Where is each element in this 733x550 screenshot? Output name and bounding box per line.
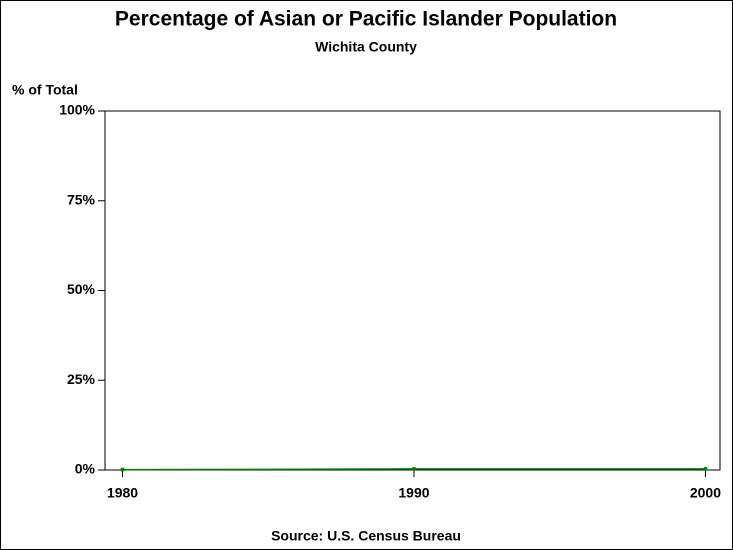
data-point	[411, 466, 416, 471]
x-tick-label: 1980	[107, 485, 138, 501]
x-tick-label: 1990	[398, 485, 429, 501]
chart-title: Percentage of Asian or Pacific Islander …	[115, 8, 617, 31]
y-tick-label: 75%	[67, 191, 96, 207]
y-tick-label: 50%	[67, 281, 96, 297]
y-axis-label: % of Total	[12, 82, 78, 98]
y-tick-label: 0%	[75, 461, 96, 477]
data-point	[120, 467, 125, 472]
data-point	[703, 466, 708, 471]
x-tick-label: 2000	[690, 485, 721, 501]
source-note: Source: U.S. Census Bureau	[271, 528, 461, 544]
y-tick-label: 100%	[59, 102, 95, 118]
chart-subtitle: Wichita County	[315, 39, 417, 55]
y-tick-label: 25%	[67, 371, 96, 387]
